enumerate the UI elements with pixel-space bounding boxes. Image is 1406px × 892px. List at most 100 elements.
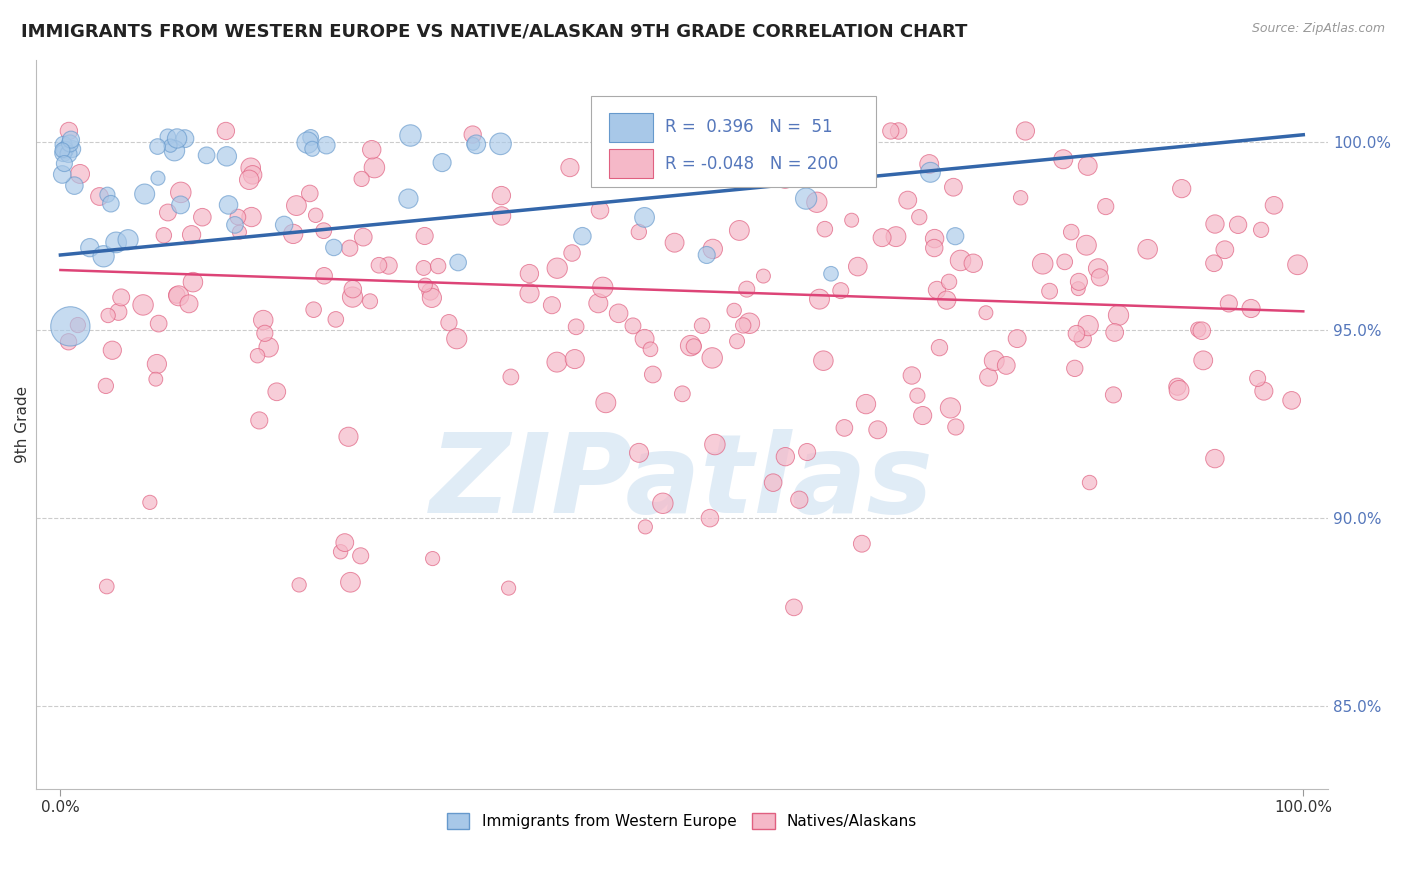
Point <box>1102 388 1125 402</box>
Point <box>52 146 75 161</box>
Point <box>735 282 758 296</box>
Point <box>935 293 957 307</box>
Point <box>333 535 356 549</box>
Text: ZIPatlas: ZIPatlas <box>430 429 934 536</box>
Point <box>866 423 889 437</box>
FancyBboxPatch shape <box>609 112 654 142</box>
Point <box>1202 256 1225 270</box>
Text: Source: ZipAtlas.com: Source: ZipAtlas.com <box>1251 22 1385 36</box>
Text: IMMIGRANTS FROM WESTERN EUROPE VS NATIVE/ALASKAN 9TH GRADE CORRELATION CHART: IMMIGRANTS FROM WESTERN EUROPE VS NATIVE… <box>21 22 967 40</box>
Point <box>1052 153 1074 167</box>
Point <box>134 187 156 202</box>
Point <box>640 343 662 357</box>
Point <box>589 203 612 218</box>
Point <box>79 241 101 255</box>
Point <box>942 180 965 194</box>
Point <box>1108 308 1130 322</box>
Point <box>787 492 810 507</box>
Point <box>322 240 344 254</box>
Point <box>1005 332 1028 346</box>
Point <box>163 144 186 158</box>
Point <box>96 187 118 202</box>
Text: R =  0.396   N =  51: R = 0.396 N = 51 <box>665 119 832 136</box>
Point <box>565 319 588 334</box>
Point <box>943 229 966 244</box>
Point <box>419 285 441 299</box>
Point <box>399 128 422 143</box>
Point <box>52 137 75 152</box>
Point <box>1067 275 1090 289</box>
Point <box>59 136 82 151</box>
Point <box>101 343 124 358</box>
Point <box>153 228 176 243</box>
Point <box>1191 324 1213 338</box>
Point <box>94 379 117 393</box>
Point <box>679 338 702 352</box>
Point <box>738 316 761 330</box>
Point <box>974 306 997 320</box>
Point <box>808 292 831 306</box>
Point <box>1094 200 1116 214</box>
Point <box>427 259 450 273</box>
Point <box>813 353 835 368</box>
Point <box>546 355 568 369</box>
Y-axis label: 9th Grade: 9th Grade <box>15 385 30 463</box>
Point <box>775 450 797 464</box>
Point <box>922 241 945 255</box>
Point <box>159 138 181 153</box>
Point <box>491 209 513 223</box>
Point <box>491 188 513 202</box>
Point <box>396 192 419 206</box>
Point <box>273 218 295 232</box>
Point <box>247 413 270 427</box>
Point <box>928 341 950 355</box>
Point <box>224 218 246 232</box>
Point <box>174 131 197 145</box>
Point <box>870 230 893 244</box>
Point <box>897 193 920 207</box>
Point <box>252 313 274 327</box>
Point <box>297 136 319 150</box>
Point <box>1192 353 1215 368</box>
Point <box>239 161 262 175</box>
Point <box>51 143 73 157</box>
Point <box>447 255 470 269</box>
Point <box>1077 159 1099 173</box>
Point <box>696 248 718 262</box>
Point <box>1078 475 1101 490</box>
Point <box>1253 384 1275 398</box>
Point <box>339 241 361 255</box>
Point <box>288 578 311 592</box>
Point <box>1246 371 1268 385</box>
Point <box>58 334 80 349</box>
Point <box>342 282 364 296</box>
Point <box>1263 198 1285 212</box>
Point <box>938 275 960 289</box>
Point <box>733 318 755 333</box>
Point <box>1204 451 1226 466</box>
Point <box>377 259 399 273</box>
Point <box>846 260 869 274</box>
Point <box>499 370 522 384</box>
Point <box>246 349 269 363</box>
Point <box>181 275 204 289</box>
Point <box>240 210 263 224</box>
Point <box>519 267 541 281</box>
Point <box>699 511 721 525</box>
Point <box>329 545 352 559</box>
Point <box>728 223 751 237</box>
Point <box>1187 322 1209 336</box>
Point <box>301 142 323 156</box>
Point <box>621 318 644 333</box>
Point <box>723 303 745 318</box>
Point <box>461 128 484 142</box>
Point <box>166 288 188 302</box>
Point <box>1053 255 1076 269</box>
Point <box>634 520 657 534</box>
Point <box>283 227 305 241</box>
Point <box>851 537 873 551</box>
Point <box>1136 242 1159 256</box>
Point <box>215 124 238 138</box>
Point <box>342 290 364 304</box>
Point <box>53 143 76 157</box>
